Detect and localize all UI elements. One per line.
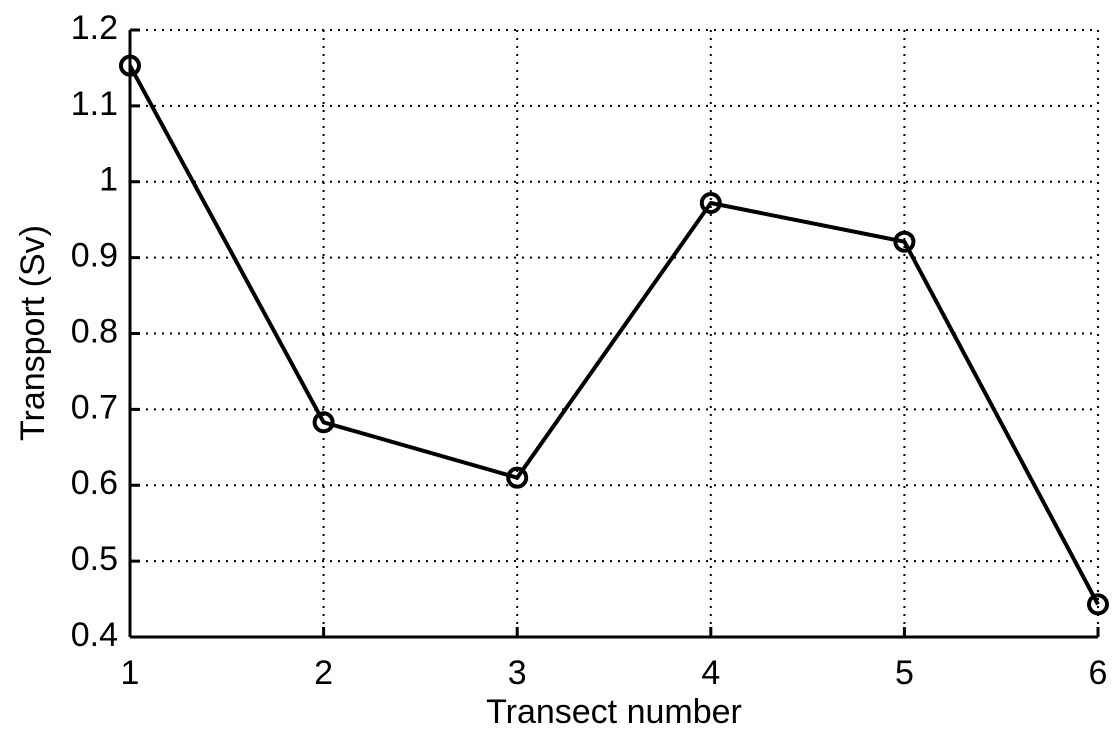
data-point [699, 191, 722, 214]
y-tick-label: 0.6 [71, 464, 118, 502]
y-tick-label: 0.7 [71, 388, 118, 426]
data-point [1087, 593, 1109, 616]
x-tick-label: 2 [314, 654, 333, 692]
data-line [128, 64, 1100, 606]
y-tick-label: 0.4 [71, 616, 118, 654]
data-point [119, 54, 141, 77]
y-tick-label: 1.1 [71, 85, 118, 123]
y-tick-label: 0.5 [71, 540, 118, 578]
y-tick-label: 1.2 [71, 9, 118, 47]
x-tick-label: 6 [1089, 654, 1108, 692]
x-tick-label: 3 [508, 654, 527, 692]
x-tick-label: 4 [701, 654, 720, 692]
y-tick-label: 0.9 [71, 237, 118, 275]
y-tick-label: 0.8 [71, 312, 118, 350]
x-tick-label: 5 [895, 654, 914, 692]
x-axis-label: Transect number [486, 693, 742, 731]
y-tick-label: 1 [99, 161, 118, 199]
data-point [312, 411, 335, 434]
y-axis-label: Transport (Sv) [14, 225, 52, 441]
data-point [506, 466, 529, 489]
data-point [893, 230, 916, 253]
x-tick-label: 1 [121, 654, 140, 692]
